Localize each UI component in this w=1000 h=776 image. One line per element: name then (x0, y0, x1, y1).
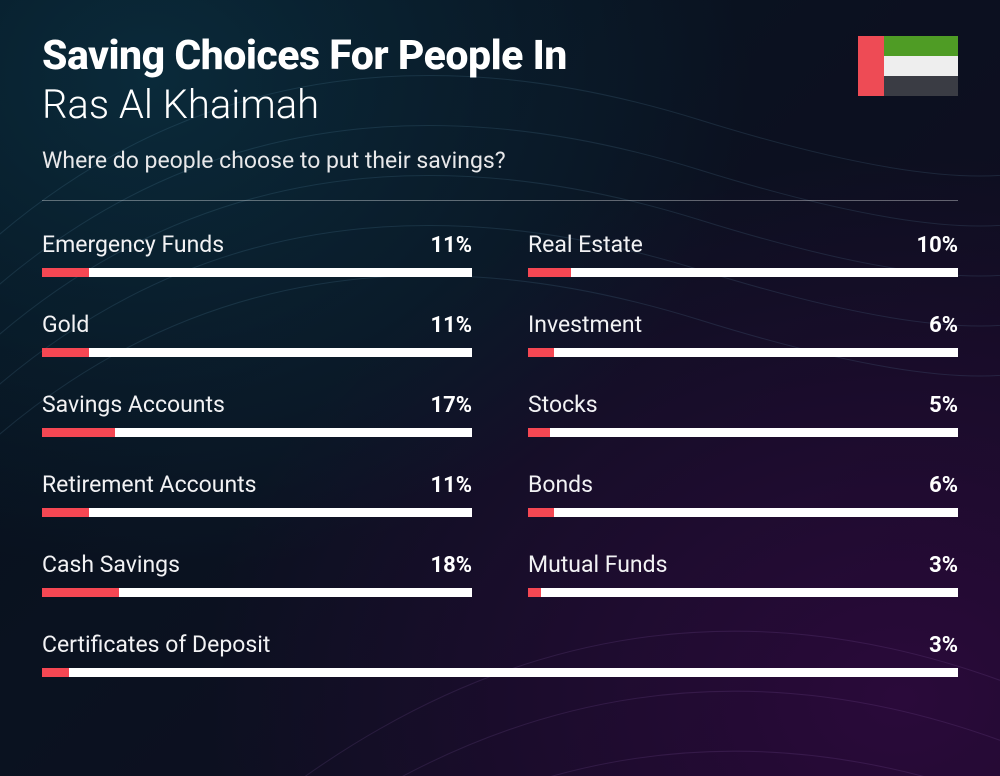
savings-item-value: 6% (929, 313, 958, 338)
progress-bar-fill (528, 348, 554, 357)
savings-item-value: 10% (916, 233, 958, 258)
savings-item-head: Stocks 5% (528, 391, 958, 418)
savings-item: Emergency Funds 11% (42, 231, 472, 277)
savings-item-label: Retirement Accounts (42, 471, 257, 498)
title-line-1: Saving Choices For People In (42, 34, 958, 79)
savings-item-head: Emergency Funds 11% (42, 231, 472, 258)
savings-item-label: Certificates of Deposit (42, 631, 270, 658)
savings-item: Savings Accounts 17% (42, 391, 472, 437)
savings-item-value: 18% (430, 553, 472, 578)
savings-item-label: Cash Savings (42, 551, 180, 578)
savings-item: Retirement Accounts 11% (42, 471, 472, 517)
savings-item: Bonds 6% (528, 471, 958, 517)
progress-bar-track (528, 348, 958, 357)
savings-item-head: Retirement Accounts 11% (42, 471, 472, 498)
progress-bar-fill (42, 428, 115, 437)
savings-item-head: Gold 11% (42, 311, 472, 338)
savings-item: Stocks 5% (528, 391, 958, 437)
savings-item-head: Mutual Funds 3% (528, 551, 958, 578)
progress-bar-track (42, 268, 472, 277)
progress-bar-track (42, 428, 472, 437)
savings-item-value: 17% (430, 393, 472, 418)
savings-item: Cash Savings 18% (42, 551, 472, 597)
flag-white-stripe (884, 56, 958, 76)
savings-item-value: 3% (929, 633, 958, 658)
progress-bar-fill (42, 348, 89, 357)
savings-item: Mutual Funds 3% (528, 551, 958, 597)
savings-item-head: Investment 6% (528, 311, 958, 338)
subtitle: Where do people choose to put their savi… (42, 147, 958, 174)
savings-item-head: Cash Savings 18% (42, 551, 472, 578)
savings-item-value: 11% (430, 473, 472, 498)
progress-bar-fill (528, 588, 541, 597)
savings-item-head: Bonds 6% (528, 471, 958, 498)
savings-item-label: Stocks (528, 391, 598, 418)
savings-item-value: 6% (929, 473, 958, 498)
savings-item-label: Mutual Funds (528, 551, 667, 578)
progress-bar-track (528, 428, 958, 437)
title-line-2: Ras Al Khaimah (42, 81, 958, 129)
savings-item: Gold 11% (42, 311, 472, 357)
progress-bar-track (42, 508, 472, 517)
flag-red-stripe (858, 36, 884, 96)
savings-item-label: Real Estate (528, 231, 643, 258)
progress-bar-fill (42, 508, 89, 517)
savings-grid: Emergency Funds 11% Real Estate 10% Gold 11% I… (42, 231, 958, 677)
savings-item: Real Estate 10% (528, 231, 958, 277)
flag-black-stripe (884, 76, 958, 96)
progress-bar-fill (42, 268, 89, 277)
savings-item-value: 5% (929, 393, 958, 418)
savings-item-label: Emergency Funds (42, 231, 224, 258)
progress-bar-fill (42, 588, 119, 597)
savings-item-label: Investment (528, 311, 642, 338)
progress-bar-track (528, 508, 958, 517)
progress-bar-fill (528, 268, 571, 277)
savings-item: Certificates of Deposit 3% (42, 631, 958, 677)
flag-horizontal-stripes (884, 36, 958, 96)
savings-item: Investment 6% (528, 311, 958, 357)
uae-flag-icon (858, 36, 958, 96)
savings-item-label: Bonds (528, 471, 593, 498)
progress-bar-track (42, 588, 472, 597)
progress-bar-track (42, 348, 472, 357)
savings-item-value: 11% (430, 313, 472, 338)
savings-item-value: 3% (929, 553, 958, 578)
header-divider (42, 200, 958, 201)
progress-bar-track (528, 268, 958, 277)
flag-green-stripe (884, 36, 958, 56)
progress-bar-fill (528, 508, 554, 517)
savings-item-head: Savings Accounts 17% (42, 391, 472, 418)
progress-bar-fill (42, 668, 69, 677)
progress-bar-track (42, 668, 958, 677)
progress-bar-track (528, 588, 958, 597)
savings-item-head: Certificates of Deposit 3% (42, 631, 958, 658)
header: Saving Choices For People In Ras Al Khai… (42, 34, 958, 174)
savings-item-value: 11% (430, 233, 472, 258)
savings-item-label: Gold (42, 311, 89, 338)
savings-item-head: Real Estate 10% (528, 231, 958, 258)
savings-item-label: Savings Accounts (42, 391, 225, 418)
progress-bar-fill (528, 428, 550, 437)
